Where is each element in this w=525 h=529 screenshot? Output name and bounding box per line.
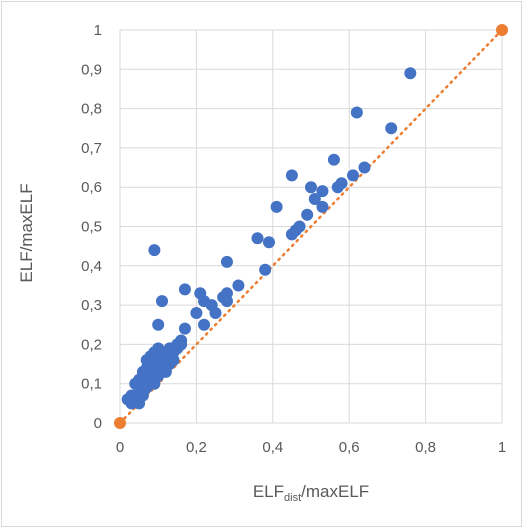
reference-points [114,24,508,429]
reference-line [118,28,504,425]
data-point [327,153,340,166]
y-tick-label: 0,2 [81,336,102,353]
data-point [308,192,321,205]
data-point [301,208,314,221]
x-tick-label: 1 [498,439,506,456]
y-tick-label: 0,8 [81,101,102,118]
data-point [347,169,360,182]
y-tick-label: 0,1 [81,376,102,393]
x-tick-label: 0 [116,439,124,456]
data-point [178,322,191,335]
data-point [259,263,272,276]
data-point [133,397,146,410]
data-point [209,306,222,319]
data-point [385,122,398,135]
x-axis-title-main: ELF [253,482,284,501]
y-tick-label: 0,4 [81,258,102,275]
y-tick-label: 0,5 [81,219,102,236]
y-axis-title: ELF/maxELF [17,183,36,282]
data-point [144,369,157,382]
y-tick-label: 0,3 [81,297,102,314]
y-tick-label: 0 [94,415,102,432]
x-tick-label: 0,4 [262,439,283,456]
data-point [251,232,264,245]
reference-point [496,24,508,36]
data-point [350,106,363,119]
y-tick-label: 1 [94,22,102,39]
reference-point [114,417,126,429]
x-axis-title-subscript: dist [284,492,301,504]
data-point [178,283,191,296]
data-point [190,306,203,319]
y-tick-label: 0,9 [81,61,102,78]
data-point [156,295,169,308]
data-point [316,185,329,198]
data-point [232,279,245,292]
data-point [175,338,188,351]
data-point [404,67,417,80]
x-axis-title: ELFdist/maxELF [253,482,369,504]
data-points [121,67,417,410]
data-point [331,181,344,194]
data-point [316,200,329,213]
x-tick-label: 0,6 [339,439,360,456]
data-point [152,318,165,331]
data-point [220,255,233,268]
data-point [194,287,207,300]
y-tick-label: 0,7 [81,140,102,157]
x-axis-title-suffix: /maxELF [301,482,369,501]
data-point [159,358,172,371]
data-point [285,228,298,241]
data-point [305,181,317,194]
tick-labels: 0 0,2 0,4 0,6 0,8 1 0 0,1 0,2 0,3 0,4 0,5 0,6 0,7 0,8 0… [81,22,506,456]
data-point [198,318,211,331]
data-point [262,236,275,249]
data-point [220,295,233,308]
x-tick-label: 0,8 [415,439,436,456]
data-point [148,244,161,257]
x-tick-label: 0,2 [186,439,207,456]
y-tick-label: 0,6 [81,179,102,196]
data-point [270,200,283,213]
data-point [285,169,298,182]
data-point [358,161,371,174]
reference-line-group [118,28,504,425]
